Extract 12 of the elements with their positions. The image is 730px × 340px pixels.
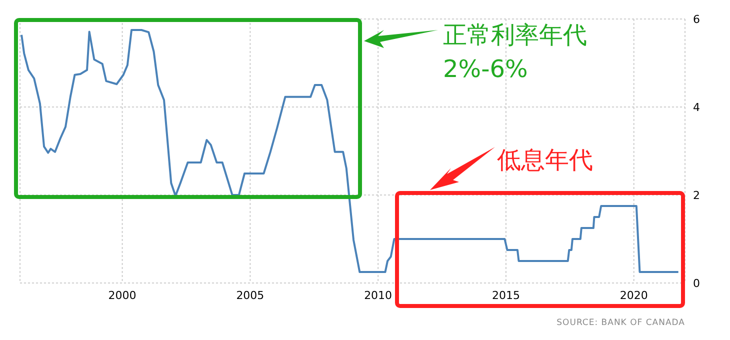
- x-tick-label: 2010: [364, 288, 392, 302]
- annotation: 低息年代: [497, 145, 593, 175]
- x-tick-label: 2015: [492, 288, 520, 302]
- y-tick-label: 6: [693, 12, 700, 26]
- x-tick-label: 2020: [620, 288, 648, 302]
- source-note: SOURCE: BANK OF CANADA: [556, 318, 685, 328]
- x-tick-label: 2005: [236, 288, 264, 302]
- y-tick-label: 4: [693, 100, 700, 114]
- annotation: 正常利率年代 2%-6%: [443, 20, 587, 85]
- x-tick-label: 2000: [108, 288, 136, 302]
- y-tick-label: 0: [693, 276, 700, 290]
- y-tick-label: 2: [693, 188, 700, 202]
